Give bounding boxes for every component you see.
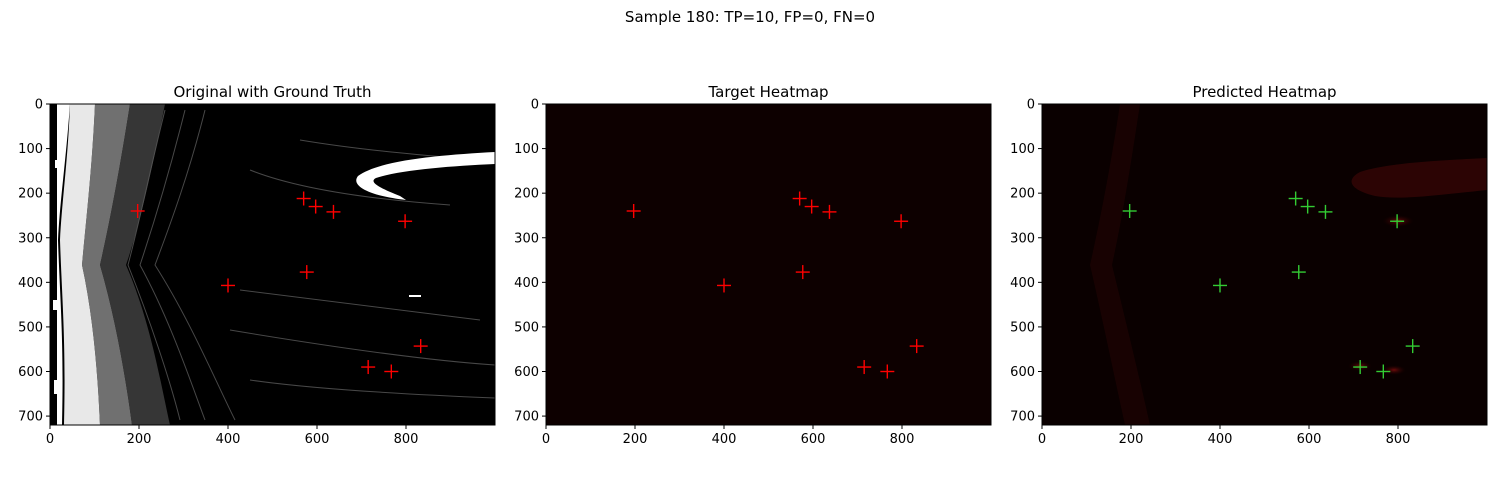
y-tick-label: 700 — [514, 410, 539, 425]
y-tick-label: 600 — [1010, 365, 1035, 380]
keypoint-marker — [1318, 204, 1333, 219]
keypoint-marker — [804, 199, 819, 214]
keypoint-marker — [361, 360, 376, 375]
keypoint-marker — [1390, 214, 1405, 229]
keypoint-marker — [1376, 364, 1391, 379]
y-tick-label: 300 — [18, 231, 43, 246]
keypoint-marker — [296, 191, 311, 206]
y-tick-label: 400 — [1010, 276, 1035, 291]
y-tick-label: 400 — [18, 276, 43, 291]
y-tick-label: 700 — [1010, 410, 1035, 425]
panel-original: Original with Ground Truth — [18, 83, 496, 447]
x-tick-label: 200 — [1119, 432, 1144, 447]
keypoint-marker — [626, 204, 641, 218]
y-tick-label: 0 — [1027, 98, 1035, 113]
y-tick-label: 700 — [18, 410, 43, 425]
y-tick-label: 200 — [18, 187, 43, 202]
x-tick-label: 600 — [801, 432, 826, 447]
keypoint-marker — [384, 364, 399, 379]
y-tick-label: 300 — [514, 231, 539, 246]
predicted-heatmap-image — [1042, 104, 1487, 425]
x-tick-label: 800 — [394, 432, 419, 447]
original-image — [50, 104, 495, 425]
x-tick-label: 600 — [1297, 432, 1322, 447]
y-tick-label: 100 — [1010, 142, 1035, 157]
keypoint-marker — [1288, 191, 1303, 206]
keypoint-marker — [413, 339, 428, 354]
keypoint-marker — [1405, 339, 1420, 354]
keypoint-marker — [1353, 360, 1368, 375]
panel-predicted-heatmap: Predicted Heatmap 0 200 400 600 800 0 100 200 3… — [1010, 83, 1488, 447]
keypoint-marker — [308, 199, 323, 214]
keypoint-marker — [792, 191, 807, 206]
y-axis-predicted: 0 100 200 300 400 500 600 700 — [1010, 98, 1042, 425]
panel-target-heatmap: Target Heatmap 0 200 400 600 800 0 100 200 300 4… — [514, 83, 992, 447]
y-axis-target: 0 100 200 300 400 500 600 700 — [514, 98, 546, 425]
y-tick-label: 500 — [18, 320, 43, 335]
y-tick-label: 0 — [531, 98, 539, 113]
figure-title: Sample 180: TP=10, FP=0, FN=0 — [625, 8, 875, 26]
x-axis-predicted: 0 200 400 600 800 — [1038, 425, 1411, 447]
keypoint-marker — [909, 339, 924, 354]
y-tick-label: 100 — [514, 142, 539, 157]
panel-title-original: Original with Ground Truth — [173, 83, 371, 101]
y-tick-label: 300 — [1010, 231, 1035, 246]
panel-title-predicted: Predicted Heatmap — [1192, 83, 1336, 101]
panel-title-target: Target Heatmap — [707, 83, 828, 101]
keypoint-marker — [299, 265, 314, 280]
target-markers — [626, 191, 924, 379]
x-tick-label: 400 — [712, 432, 737, 447]
x-tick-label: 200 — [623, 432, 648, 447]
y-axis-original: 0 100 200 300 400 500 600 700 — [18, 98, 50, 425]
axes-frame-original — [49, 103, 496, 426]
x-axis-target: 0 200 400 600 800 — [542, 425, 915, 447]
keypoint-marker — [130, 204, 145, 218]
x-tick-label: 0 — [46, 432, 54, 447]
keypoint-marker — [326, 204, 341, 219]
keypoint-marker — [221, 278, 235, 293]
keypoint-marker — [880, 364, 895, 379]
y-tick-label: 500 — [514, 320, 539, 335]
axes-frame-predicted — [1041, 103, 1488, 426]
y-tick-label: 0 — [35, 98, 43, 113]
keypoint-marker — [857, 360, 872, 375]
x-tick-label: 0 — [1038, 432, 1046, 447]
keypoint-marker — [1213, 278, 1227, 293]
keypoint-marker — [894, 214, 909, 229]
y-tick-label: 200 — [514, 187, 539, 202]
keypoint-marker — [1291, 265, 1306, 280]
axes-frame-target — [545, 103, 992, 426]
y-tick-label: 400 — [514, 276, 539, 291]
target-heatmap-image — [546, 104, 991, 425]
keypoint-marker — [717, 278, 731, 293]
x-tick-label: 200 — [127, 432, 152, 447]
keypoint-marker — [398, 214, 413, 229]
keypoint-marker — [795, 265, 810, 280]
x-tick-label: 800 — [890, 432, 915, 447]
ground-truth-markers — [130, 191, 428, 379]
prediction-markers — [1122, 191, 1420, 379]
x-tick-label: 400 — [216, 432, 241, 447]
y-tick-label: 100 — [18, 142, 43, 157]
keypoint-marker — [822, 204, 837, 219]
x-axis-original: 0 200 400 600 800 — [46, 425, 419, 447]
y-tick-label: 600 — [514, 365, 539, 380]
y-tick-label: 200 — [1010, 187, 1035, 202]
keypoint-marker — [1300, 199, 1315, 214]
x-tick-label: 600 — [305, 432, 330, 447]
x-tick-label: 0 — [542, 432, 550, 447]
keypoint-marker — [1122, 204, 1137, 218]
x-tick-label: 400 — [1208, 432, 1233, 447]
x-tick-label: 800 — [1386, 432, 1411, 447]
y-tick-label: 600 — [18, 365, 43, 380]
y-tick-label: 500 — [1010, 320, 1035, 335]
